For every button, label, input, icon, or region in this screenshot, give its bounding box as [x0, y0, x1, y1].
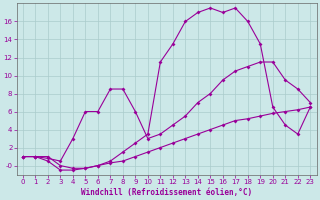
X-axis label: Windchill (Refroidissement éolien,°C): Windchill (Refroidissement éolien,°C)	[81, 188, 252, 197]
